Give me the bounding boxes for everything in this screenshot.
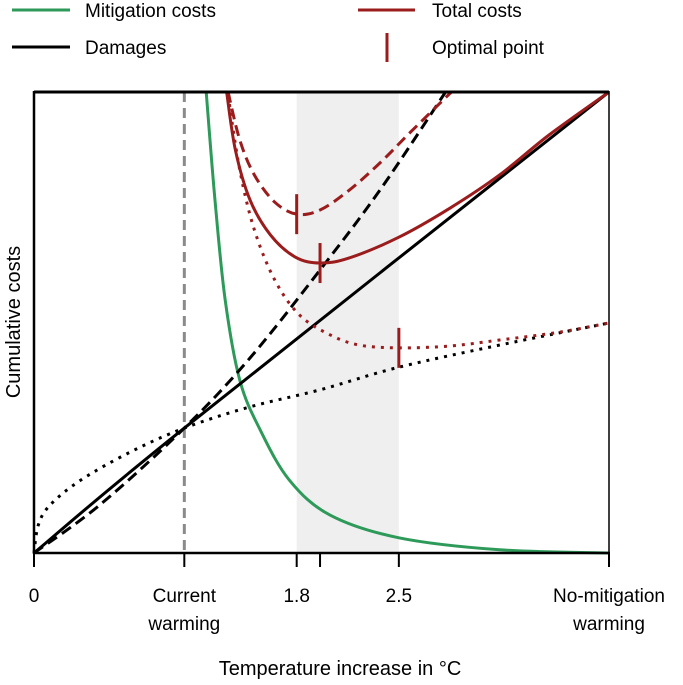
series-damages-dashed [33,91,447,555]
shaded-range [296,92,399,553]
legend: Mitigation costs Total costs Damages Opt… [12,1,545,62]
axes [32,90,610,555]
x-tick-label: 0 [29,586,40,607]
x-tick-label: warming [572,614,645,635]
series-damages-solid [33,90,610,555]
series-total-dashed [226,90,453,217]
legend-label-mitigation-costs: Mitigation costs [85,1,216,22]
series-total-solid [225,90,610,265]
x-tick-label: 2.5 [386,586,412,607]
legend-label-damages: Damages [85,38,166,59]
series-total-dotted [226,94,610,350]
x-tick-label: 1.8 [283,586,309,607]
legend-label-optimal-point: Optimal point [432,38,545,59]
x-tick-label: Current [153,586,217,607]
legend-label-total-costs: Total costs [432,1,522,22]
x-ticks: 0 Current warming 1.8 2.5 No-mitigation warmin… [29,553,665,635]
series-group [32,90,610,555]
series-mitigation-solid [204,91,610,555]
x-axis-label: Temperature increase in °C [219,658,462,680]
optimal-points [295,194,401,368]
x-tick-label: warming [147,614,220,635]
y-axis-label: Cumulative costs [3,246,25,398]
x-tick-label: No-mitigation [553,586,665,607]
